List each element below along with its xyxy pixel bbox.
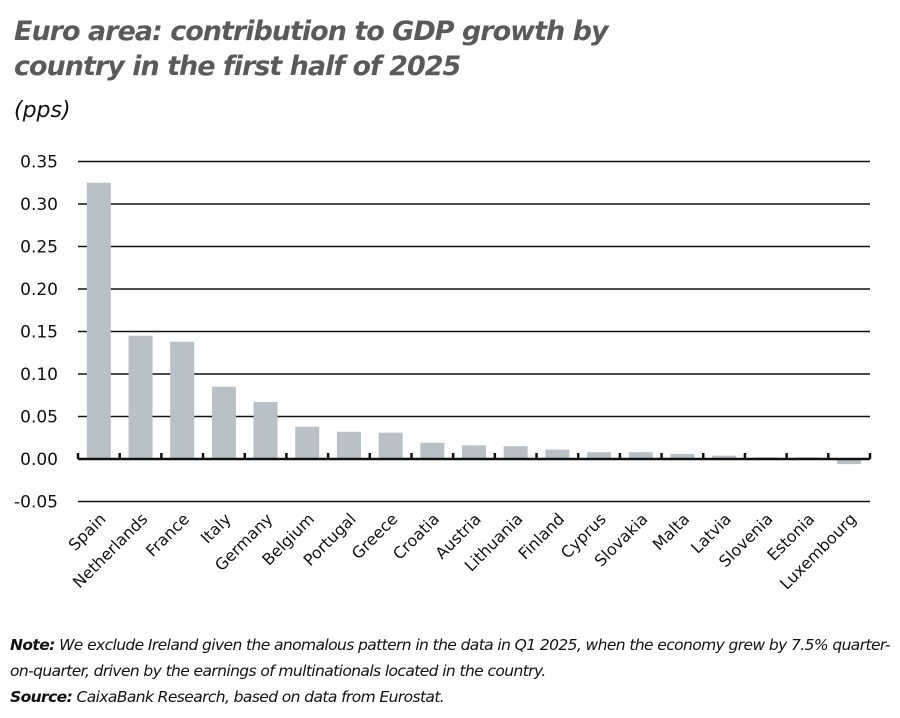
bar-malta (670, 453, 695, 459)
gridlines (78, 160, 870, 503)
source-label: Source: (10, 688, 73, 706)
x-tick-label: Croatia (389, 509, 443, 563)
bar-belgium (295, 426, 320, 459)
bar-slovakia (628, 452, 653, 459)
bar-portugal (336, 431, 361, 459)
bar-finland (545, 449, 570, 459)
chart-note: Note: We exclude Ireland given the anoma… (10, 632, 890, 710)
y-tick-label: 0.15 (20, 323, 58, 343)
bar-germany (253, 402, 278, 459)
y-tick-label: 0.30 (20, 195, 58, 215)
bar-france (170, 341, 195, 459)
y-tick-label: 0.35 (20, 153, 58, 173)
note-label: Note: (10, 636, 55, 654)
x-tick-label: Italy (197, 509, 235, 547)
bar-italy (211, 386, 236, 459)
x-tick-label: Finland (514, 509, 568, 563)
y-tick-label: 0.10 (20, 365, 58, 385)
bar-cyprus (587, 452, 612, 459)
bar-chart: 0.35 0.30 0.25 0.20 0.15 0.10 0.05 0.00 -0.05 Sp… (14, 153, 872, 593)
y-axis: 0.35 0.30 0.25 0.20 0.15 0.10 0.05 0.00 -0.05 (14, 153, 58, 513)
source-text: CaixaBank Research, based on data from E… (72, 688, 445, 706)
bar-greece (378, 432, 403, 459)
x-axis (76, 453, 872, 461)
bar-luxembourg (837, 459, 862, 465)
bar-spain (86, 182, 111, 459)
y-tick-label: 0.05 (20, 408, 58, 428)
bar-lithuania (503, 446, 528, 459)
y-tick-label: 0.25 (20, 238, 58, 258)
x-tick-label: France (142, 509, 193, 560)
x-tick-label: Malta (649, 509, 694, 554)
y-unit-label: (pps) (14, 98, 71, 123)
bars (86, 182, 862, 465)
bar-austria (462, 445, 486, 459)
bar-croatia (420, 442, 445, 459)
chart-title: Euro area: contribution to GDP growth by… (14, 16, 609, 82)
y-tick-label: -0.05 (14, 493, 58, 513)
bar-latvia (712, 455, 737, 459)
y-tick-label: 0.20 (20, 280, 58, 300)
note-text: We exclude Ireland given the anomalous p… (10, 636, 890, 680)
y-tick-label: 0.00 (20, 450, 58, 470)
bar-netherlands (128, 335, 153, 459)
